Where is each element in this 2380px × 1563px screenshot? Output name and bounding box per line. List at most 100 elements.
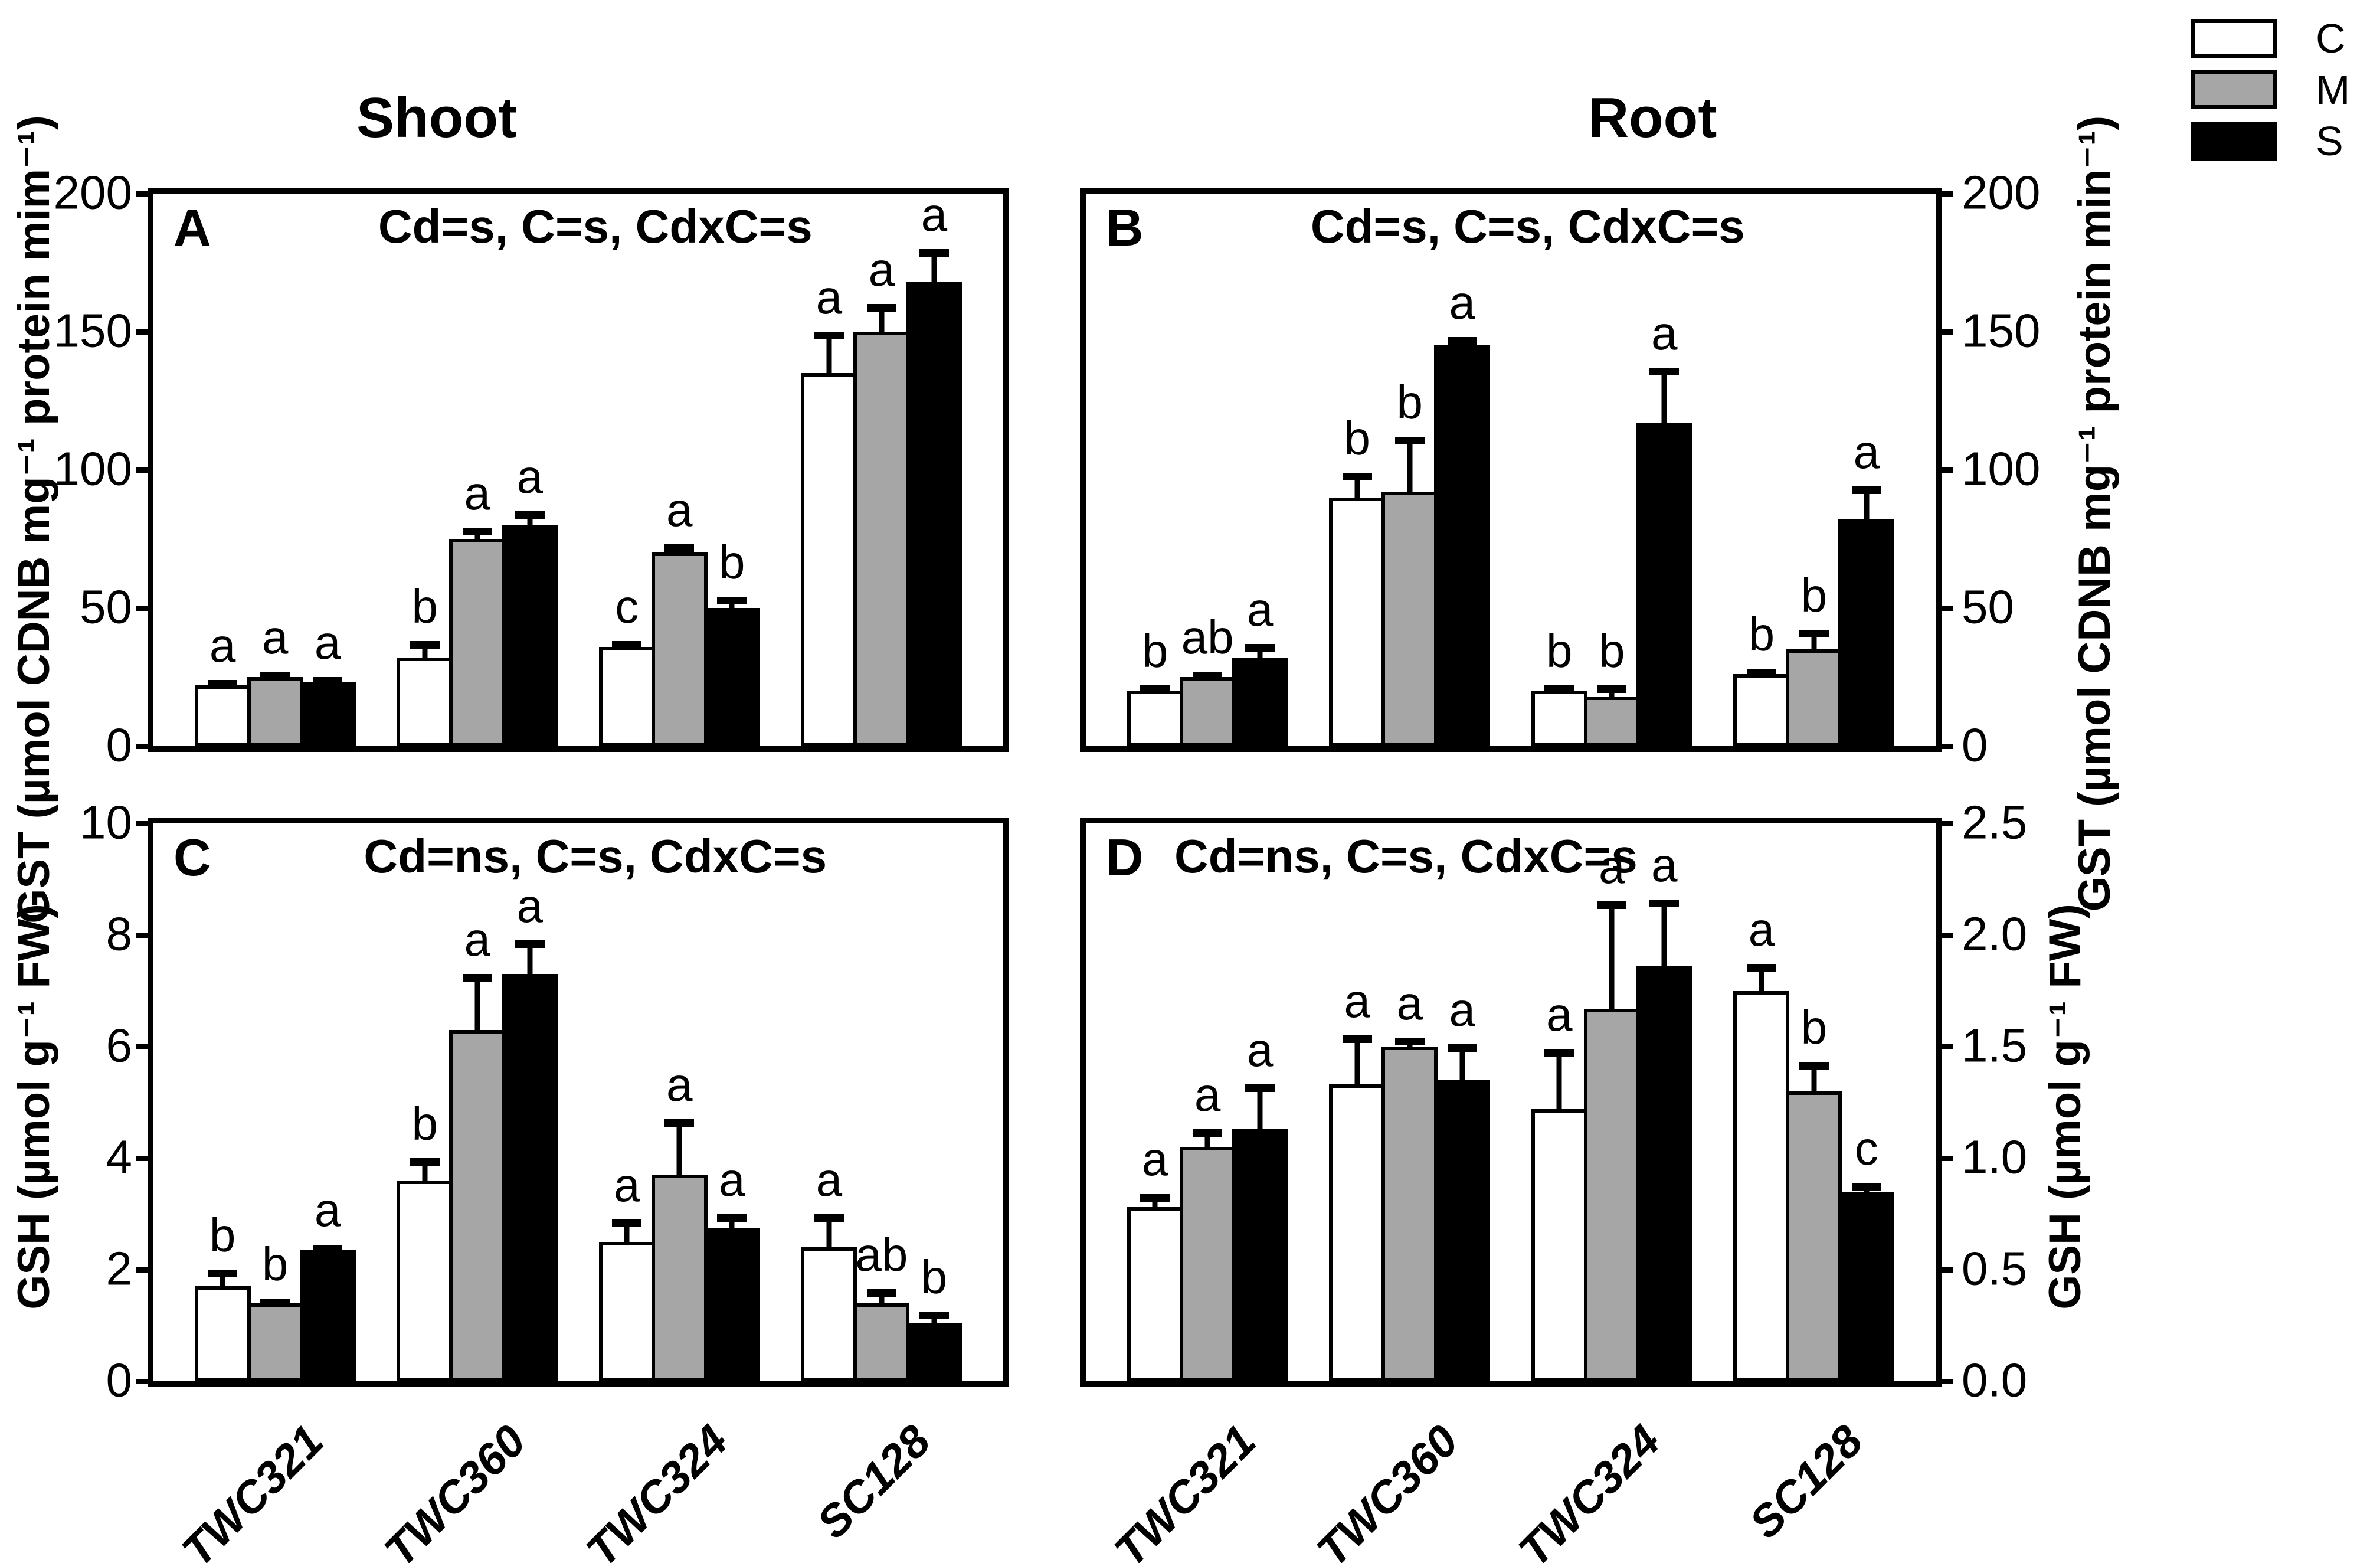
error-bar (313, 1244, 343, 1253)
significance-letter: a (1449, 276, 1475, 329)
significance-letter: b (1141, 624, 1168, 678)
error-bar-cap (919, 248, 949, 257)
bar-cell: b (703, 194, 760, 746)
bar-m-twc321 (247, 1303, 303, 1381)
bar-s-twc321 (299, 682, 356, 746)
y-tick-label: 0 (1962, 718, 1988, 771)
error-bar (1649, 367, 1680, 423)
legend-label-m: M (2316, 67, 2350, 113)
significance-letter: c (1854, 1121, 1878, 1175)
error-bar (1597, 901, 1627, 1009)
bar-c-sc128 (1733, 990, 1790, 1381)
y-tick-label: 200 (53, 166, 132, 219)
y-tick-mark (136, 933, 148, 938)
error-bar-cap (664, 1119, 695, 1127)
bar-cell: b (247, 823, 303, 1381)
error-bar (1799, 630, 1829, 650)
significance-letter: b (1396, 375, 1423, 429)
bar-cell: c (1838, 823, 1895, 1381)
bar-c-sc128 (801, 373, 857, 746)
error-bar-cap (260, 1299, 290, 1307)
error-bar (462, 974, 492, 1030)
error-bar-cap (1342, 472, 1372, 480)
significance-letter: a (1748, 903, 1775, 956)
x-tick-label-twc321: TWC321 (1105, 1415, 1266, 1563)
error-bar (1597, 685, 1627, 697)
error-bar-cap (1342, 1035, 1372, 1044)
significance-letter: a (516, 879, 543, 933)
error-bar-stem (879, 304, 885, 332)
error-bar-cap (1851, 1182, 1881, 1191)
bar-cell: a (299, 823, 356, 1381)
significance-letter: a (868, 243, 895, 296)
bar-cell: a (1127, 823, 1183, 1381)
significance-letter: b (921, 1250, 948, 1303)
bar-cell: a (247, 194, 303, 746)
y-tick-mark (136, 1267, 148, 1273)
bar-cell: b (1127, 194, 1183, 746)
bar-cell: a (1329, 823, 1386, 1381)
y-tick-mark (136, 1156, 148, 1161)
error-bar-stem (1257, 1084, 1263, 1129)
bar-c-twc360 (397, 658, 453, 746)
error-bar-cap (717, 1214, 747, 1222)
error-bar-stem (527, 940, 533, 975)
error-bar-cap (664, 544, 695, 552)
error-bar-cap (612, 641, 642, 649)
y-tick-label: 8 (106, 907, 133, 960)
bar-cell: a (299, 194, 356, 746)
y-axis-label-gst-shoot: GST (µmol CDNB mg⁻¹ protein mim⁻¹) (9, 115, 59, 924)
bar-cell: a (502, 194, 558, 746)
bar-s-twc360 (1434, 345, 1491, 746)
bar-cell: b (1531, 194, 1587, 746)
x-tick-label-twc321: TWC321 (172, 1415, 333, 1563)
bar-c-twc324 (598, 1241, 655, 1381)
y-tick-label: 150 (1962, 304, 2041, 357)
significance-letter: a (1853, 426, 1880, 479)
y-tick-mark (1942, 191, 1953, 197)
bar-cell: a (598, 823, 655, 1381)
error-bar (1544, 685, 1574, 694)
bar-c-twc324 (598, 646, 655, 746)
error-bar (208, 1270, 238, 1287)
error-bar-cap (919, 1311, 949, 1319)
y-tick-mark (1942, 1379, 1953, 1384)
significance-letter: a (464, 467, 490, 520)
bar-cell: a (1381, 823, 1438, 1381)
bar-cell: b (397, 194, 453, 746)
significance-letter: a (1396, 976, 1423, 1029)
y-tick-label: 50 (80, 580, 132, 633)
error-bar-cap (1746, 964, 1776, 972)
panel-title-d: Cd=ns, C=s, CdxC=s (1174, 830, 1638, 882)
y-tick-label: 100 (53, 442, 132, 495)
bar-cell: a (853, 194, 910, 746)
error-bar-stem (1661, 899, 1667, 966)
error-bar (1851, 486, 1881, 520)
panel-letter-d: D (1106, 828, 1144, 887)
error-bar-stem (826, 1214, 832, 1248)
error-bar-cap (1394, 1037, 1425, 1045)
error-bar-cap (1193, 671, 1223, 679)
significance-letter: a (921, 188, 948, 241)
panel-c-shoot-gsh: C Cd=ns, C=s, CdxC=s b b a b a a a a a a ab b (148, 818, 1009, 1387)
error-bar-cap (1193, 1129, 1223, 1137)
significance-letter: b (1748, 607, 1775, 660)
bar-m-sc128 (1786, 649, 1842, 746)
error-bar (717, 597, 747, 608)
bar-cell: a (703, 823, 760, 1381)
error-bar-cap (1447, 337, 1477, 345)
y-tick-label: 1.5 (1962, 1019, 2028, 1072)
legend-item-c: C (2191, 18, 2350, 59)
error-bar-stem (1556, 1048, 1562, 1109)
bar-cell: b (1733, 194, 1790, 746)
bar-m-sc128 (853, 332, 910, 746)
error-bar-cap (612, 1219, 642, 1227)
error-bar-cap (313, 677, 343, 685)
y-tick-label: 0 (106, 1353, 133, 1407)
